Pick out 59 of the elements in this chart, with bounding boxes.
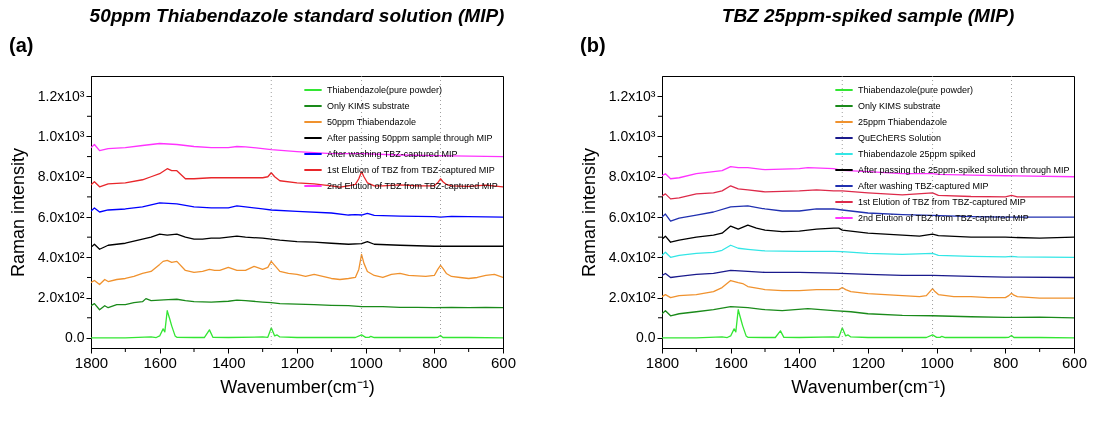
y-tick-label: 1.2x10³ [608,87,656,104]
y-tick-label: 4.0x10² [37,248,85,265]
legend-label: Thiabendazole 25ppm spiked [858,149,976,159]
y-tick-label: 0.0 [65,329,85,346]
legend-label: Only KIMS substrate [327,101,410,111]
y-tick-label: 2.0x10² [608,289,656,306]
x-tick-label: 1600 [143,353,177,371]
y-tick-label: 8.0x10² [37,168,85,185]
legend-label: 1st Elution of TBZ from TBZ-captured MIP [858,197,1026,207]
y-axis-title: Raman intensity [7,147,28,278]
legend-label: Only KIMS substrate [858,101,941,111]
text: (a) [9,34,34,56]
x-axis-title: Wavenumber(cm⁻¹) [791,376,946,397]
line-series [91,202,503,218]
line-series [91,253,503,286]
x-tick-label: 1000 [920,353,954,371]
x-tick-label: 1400 [783,353,817,371]
line-series [662,269,1074,279]
y-tick-label: 1.0x10³ [608,127,656,144]
legend-label: Thiabendazole(pure powder) [327,85,443,95]
x-tick-label: 1000 [349,353,383,371]
y-tick-label: 8.0x10² [608,168,656,185]
legend-label: 1st Elution of TBZ from TBZ-captured MIP [327,165,495,175]
x-tick-label: 600 [1061,353,1088,371]
x-tick-label: 1200 [851,353,886,371]
x-tick-label: 1200 [280,353,315,371]
legend-label: After passing 50ppm sample through MIP [327,133,493,143]
y-tick-label: 1.0x10³ [37,127,85,144]
chart-title: TBZ 25ppm-spiked sample (MIP) [721,5,1015,26]
legend-label: QuEChERS Solution [858,133,942,143]
legend-label: 50ppm Thiabendazole [327,117,416,127]
legend-label: 25ppm Thiabendazole [858,117,947,127]
y-tick-label: 2.0x10² [37,289,85,306]
line-series [662,279,1074,299]
text: (b) [580,34,606,56]
y-axis-title: Raman intensity [578,147,599,278]
line-series [662,205,1074,222]
y-tick-label: 6.0x10² [37,208,85,225]
chart-title: 50ppm Thiabendazole standard solution (MIP) [89,5,505,26]
y-tick-label: 4.0x10² [608,248,656,265]
legend-label: Thiabendazole(pure powder) [858,85,974,95]
line-series [662,166,1074,180]
line-series [91,310,503,339]
y-tick-label: 6.0x10² [608,208,656,225]
line-series [662,309,1074,339]
x-axis-title: Wavenumber(cm⁻¹) [220,376,375,397]
legend-label: After washing TBZ-captured MIP [858,181,989,191]
x-tick-label: 1600 [714,353,748,371]
x-tick-label: 1400 [212,353,246,371]
x-tick-label: 800 [993,353,1019,371]
line-series [662,244,1074,258]
x-tick-label: 1800 [645,353,680,371]
line-series [662,306,1074,319]
x-tick-label: 600 [490,353,517,371]
y-tick-label: 1.2x10³ [37,87,85,104]
x-tick-label: 800 [422,353,448,371]
x-tick-label: 1800 [74,353,109,371]
y-tick-label: 0.0 [636,329,656,346]
line-series [91,297,503,311]
